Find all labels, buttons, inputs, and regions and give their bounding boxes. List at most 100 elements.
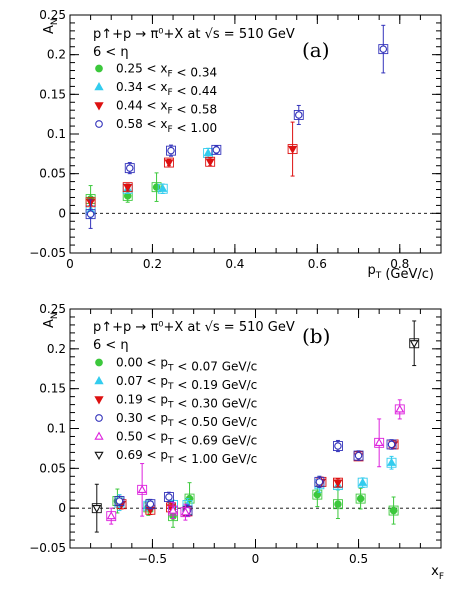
x-tick-label: 0.5	[349, 552, 368, 566]
data-point	[387, 440, 396, 449]
data-point	[95, 64, 103, 73]
data-point	[334, 442, 342, 450]
y-tick-label: 0.25	[39, 302, 66, 316]
data-point	[115, 497, 124, 505]
data-point	[168, 505, 178, 514]
series-1	[85, 147, 214, 219]
legend-entry: 0.00 < pT < 0.07 GeV/c	[95, 356, 257, 374]
y-tick-label: 0.2	[47, 48, 66, 62]
legend-label: 0.58 < xF < 1.00	[116, 117, 217, 135]
systematic-box	[211, 144, 222, 155]
x-tick-label: 0.2	[143, 257, 162, 271]
legend-label: 0.19 < pT < 0.30 GeV/c	[116, 393, 257, 411]
data-point	[315, 478, 324, 486]
data-point	[167, 146, 175, 155]
x-tick-label: 0.4	[225, 257, 244, 271]
legend-entry: 0.19 < pT < 0.30 GeV/c	[94, 393, 257, 411]
y-tick-label: 0.1	[47, 127, 66, 141]
data-point	[106, 511, 116, 520]
data-point	[180, 507, 190, 516]
x-axis-label: xF	[431, 564, 444, 582]
x-tick-label: 0	[252, 552, 260, 566]
y-tick-label: −0.05	[29, 246, 66, 260]
panel-b-header-line1: p↑+p → π⁰+X at √s = 510 GeV	[93, 320, 295, 335]
data-point	[164, 159, 174, 168]
data-point	[95, 414, 103, 422]
data-point	[395, 404, 405, 413]
data-point	[94, 375, 104, 385]
data-point	[333, 479, 343, 488]
data-point	[137, 484, 147, 493]
y-tick-label: 0.15	[39, 382, 66, 396]
panel-b-label: (b)	[302, 324, 330, 348]
legend-label: 0.69 < pT < 1.00 GeV/c	[116, 448, 257, 466]
series-4	[106, 399, 405, 525]
data-point	[95, 358, 103, 367]
series-3	[114, 439, 397, 517]
legend-label: 0.07 < pT < 0.19 GeV/c	[116, 374, 257, 392]
data-point	[123, 184, 133, 193]
y-tick-label: 0.05	[39, 167, 66, 181]
data-point	[94, 81, 104, 91]
data-point	[356, 494, 365, 503]
legend-entry: 0.58 < xF < 1.00	[95, 117, 217, 135]
legend-label: 0.34 < xF < 0.44	[116, 80, 217, 98]
data-point	[126, 164, 134, 172]
legend-entry: 0.69 < pT < 1.00 GeV/c	[94, 448, 257, 466]
data-point	[379, 45, 388, 53]
y-tick-label: 0.1	[47, 422, 66, 436]
panel-a-header-line2: 6 < η	[93, 45, 129, 60]
legend-entry: 0.50 < pT < 0.69 GeV/c	[94, 430, 257, 448]
plot-b: −0.05 0 0.05 0.1 0.15 0.2 0.25 −0.5 0 0.5 xF AN 0.00…	[29, 302, 444, 582]
y-axis-label: AN	[42, 18, 60, 34]
y-tick-label: 0.15	[39, 87, 66, 101]
y-tick-label: 0.05	[39, 461, 66, 475]
y-tick-label: 0	[58, 501, 66, 515]
data-point	[374, 437, 384, 446]
legend-entry: 0.44 < xF < 0.58	[94, 99, 217, 117]
data-point	[86, 210, 95, 218]
x-tick-label: 0.6	[308, 257, 327, 271]
legend-label: 0.50 < pT < 0.69 GeV/c	[116, 430, 257, 448]
data-point	[165, 493, 173, 501]
data-point	[334, 500, 342, 508]
series-0	[112, 482, 399, 528]
x-tick-label: 0	[66, 257, 74, 271]
legend-label: 0.00 < pT < 0.07 GeV/c	[116, 356, 257, 374]
data-point	[358, 477, 368, 486]
data-point	[92, 505, 102, 514]
data-point	[94, 102, 104, 111]
data-point	[288, 145, 298, 154]
data-point	[354, 451, 363, 460]
x-tick-label: −0.5	[138, 552, 167, 566]
data-point	[94, 396, 104, 405]
y-tick-label: −0.05	[29, 541, 66, 555]
data-point	[409, 340, 419, 349]
data-point	[203, 148, 213, 157]
legend-entry: 0.30 < pT < 0.50 GeV/c	[95, 411, 257, 429]
legend-label: 0.44 < xF < 0.58	[116, 99, 217, 117]
legend-label: 0.25 < xF < 0.34	[116, 62, 217, 80]
y-tick-label: 0	[58, 206, 66, 220]
data-point	[94, 431, 104, 440]
data-point	[386, 457, 397, 466]
panel-b-header-line2: 6 < η	[93, 338, 129, 353]
data-point	[205, 158, 215, 167]
x-tick-label: 0.8	[390, 257, 409, 271]
panel-b: p↑+p → π⁰+X at √s = 510 GeV 6 < η (b)	[93, 320, 330, 353]
data-point	[158, 183, 168, 192]
data-point	[212, 146, 221, 154]
data-point	[146, 500, 155, 508]
panel-a-label: (a)	[302, 38, 330, 62]
y-tick-label: 0.25	[39, 8, 66, 22]
data-point	[95, 120, 103, 128]
y-axis-label: AN	[42, 312, 60, 328]
series-3	[85, 24, 389, 229]
legend-label: 0.30 < pT < 0.50 GeV/c	[116, 411, 257, 429]
legend-entry: 0.07 < pT < 0.19 GeV/c	[94, 374, 257, 392]
data-point	[389, 506, 398, 515]
panel-a-header-line1: p↑+p → π⁰+X at √s = 510 GeV	[93, 27, 295, 42]
data-point	[295, 111, 303, 119]
